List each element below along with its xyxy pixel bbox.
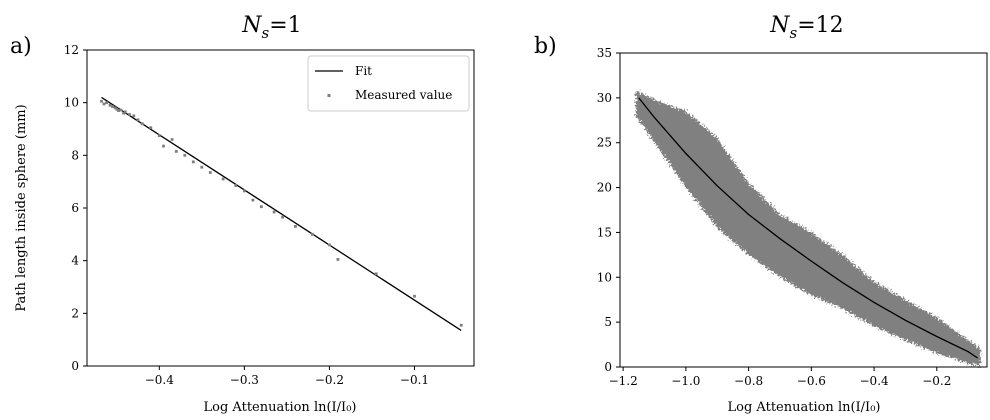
panel-a-y-tick-label: 8 bbox=[71, 148, 79, 162]
panel-b-axes-frame bbox=[619, 52, 988, 368]
panel-a-y-tick-label: 0 bbox=[71, 359, 79, 373]
legend-measured-swatch bbox=[327, 94, 331, 97]
panel-a-data-point bbox=[174, 150, 178, 153]
panel-a-data-point bbox=[281, 215, 284, 219]
legend-box bbox=[307, 55, 470, 112]
panel-b-x-tick-label: −0.4 bbox=[860, 374, 890, 388]
panel-a-fit-line bbox=[101, 96, 462, 331]
panel-a-x-tick-label: −0.1 bbox=[400, 373, 429, 387]
panel-b-title-rest: =12 bbox=[797, 13, 843, 38]
panel-a-data-point bbox=[149, 126, 153, 130]
panel-a-data-point bbox=[170, 138, 174, 141]
panel-a-data-point bbox=[413, 294, 416, 298]
panel-b-x-tick-label: −1.0 bbox=[671, 374, 700, 388]
panel-a-data-point bbox=[294, 225, 297, 228]
panel-a-data-point bbox=[272, 210, 276, 214]
panel-b-x-tick-label: −0.8 bbox=[734, 374, 763, 388]
panel-a-data-point bbox=[243, 189, 246, 193]
panel-a-data-point bbox=[108, 103, 112, 107]
panel-a-y-tick-label: 2 bbox=[71, 306, 79, 320]
panel-a-data-point bbox=[191, 160, 195, 164]
panel-a-data-point bbox=[122, 111, 125, 115]
panel-a-data-point bbox=[459, 323, 463, 327]
panel-b-y-tick-label: 25 bbox=[597, 136, 612, 150]
panel-a-data-point bbox=[328, 243, 331, 247]
panel-a-x-tick-label: −0.2 bbox=[315, 373, 344, 387]
panel-a-y-tick-label: 6 bbox=[71, 201, 79, 215]
panel-b-title-symbol: N bbox=[769, 13, 790, 38]
panel-b-y-tick-label: 30 bbox=[597, 91, 612, 105]
panel-a-title-rest: =1 bbox=[269, 13, 301, 38]
panel-b-title: Ns=12 bbox=[769, 13, 843, 42]
panel-b-y-tick-label: 15 bbox=[597, 225, 612, 239]
panel-a-data-point bbox=[136, 118, 140, 122]
legend-fit-label: Fit bbox=[355, 64, 372, 78]
panel-a-plot-area bbox=[100, 96, 463, 331]
panel-a-data-point bbox=[140, 122, 144, 126]
panel-a-data-point bbox=[113, 106, 117, 110]
panel-b-x-tick-label: −0.2 bbox=[922, 374, 951, 388]
panel-a-ticks: −0.4 −0.3 −0.2 −0.1 0 2 4 6 8 10 12 bbox=[64, 43, 429, 387]
panel-b-y-tick-label: 10 bbox=[597, 270, 612, 284]
panel-a-data-point bbox=[115, 107, 119, 111]
panel-a-y-tick-label: 12 bbox=[64, 43, 79, 57]
panel-a-data-point bbox=[119, 108, 123, 112]
panel-a-y-tick-label: 4 bbox=[71, 254, 79, 268]
panel-a-data-point bbox=[208, 171, 212, 174]
panel-a-x-axis-label: Log Attenuation ln(I/I₀) bbox=[204, 400, 357, 415]
panel-b-chart: b) Ns=12 −1.2 −1.0 −0.8 −0.6 −0.4 −0.2 0 5 10 15 2… bbox=[534, 13, 988, 415]
panel-b-fit-line bbox=[638, 97, 978, 359]
panel-b-ticks: −1.2 −1.0 −0.8 −0.6 −0.4 −0.2 0 5 10 15 20 25 30 35 bbox=[597, 46, 952, 388]
panel-b-x-tick-label: −0.6 bbox=[797, 374, 826, 388]
panel-a-data-point bbox=[221, 177, 225, 181]
panel-a-data-point bbox=[374, 272, 378, 276]
panel-a-data-point bbox=[128, 113, 131, 116]
panel-a-title-symbol: N bbox=[241, 13, 262, 38]
panel-a-data-point bbox=[102, 102, 106, 106]
panel-a-data-point bbox=[260, 205, 263, 209]
panel-b-x-tick-label: −1.2 bbox=[609, 374, 638, 388]
panel-a-y-tick-label: 10 bbox=[64, 96, 79, 110]
panel-b-letter: b) bbox=[534, 34, 557, 59]
panel-a-x-tick-label: −0.3 bbox=[230, 373, 259, 387]
panel-a-data-point bbox=[251, 198, 255, 202]
panel-b-y-tick-label: 35 bbox=[597, 46, 612, 60]
panel-a-data-point bbox=[123, 110, 127, 114]
panel-b-y-tick-label: 20 bbox=[597, 181, 612, 195]
panel-a-y-axis-label: Path length inside sphere (mm) bbox=[14, 104, 29, 311]
legend-measured-label: Measured value bbox=[355, 88, 452, 102]
panel-a-data-point bbox=[100, 99, 103, 103]
panel-b-y-tick-label: 0 bbox=[604, 360, 612, 374]
panel-a-data-point bbox=[132, 114, 136, 118]
panel-a-data-point bbox=[336, 258, 340, 261]
panel-a-data-point bbox=[234, 184, 238, 187]
panel-a-x-tick-label: −0.4 bbox=[145, 373, 175, 387]
panel-a-data-point bbox=[111, 105, 114, 108]
panel-b-y-tick-label: 5 bbox=[604, 315, 612, 329]
panel-a-legend: Fit Measured value bbox=[307, 55, 470, 112]
panel-a-letter: a) bbox=[10, 34, 32, 59]
panel-a-data-point bbox=[162, 144, 165, 148]
panel-b-title-subscript: s bbox=[790, 24, 798, 42]
panel-a-chart: a) Ns=1 −0.4 −0.3 −0.2 −0.1 0 2 4 6 8 10 12 Log At… bbox=[10, 13, 475, 415]
panel-b-plot-area bbox=[635, 90, 981, 367]
panel-b-scatter-cloud bbox=[635, 90, 981, 367]
panel-a-data-point bbox=[157, 134, 161, 137]
panel-a-title: Ns=1 bbox=[241, 13, 301, 42]
panel-a-data-point bbox=[183, 153, 187, 157]
panel-a-title-subscript: s bbox=[262, 24, 270, 42]
panel-a-data-point bbox=[105, 101, 108, 105]
panel-a-data-point bbox=[117, 109, 120, 112]
panel-a-data-point bbox=[200, 165, 204, 169]
panel-b-x-axis-label: Log Attenuation ln(I/I₀) bbox=[728, 400, 881, 415]
panel-a-data-point bbox=[311, 232, 314, 236]
